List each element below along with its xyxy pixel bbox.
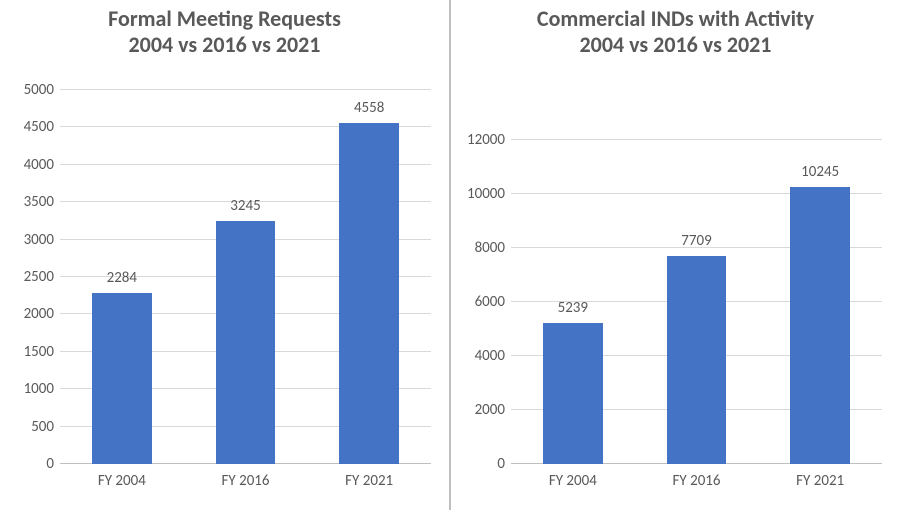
y-tick-label: 8000 <box>475 239 505 257</box>
y-tick-label: 4000 <box>24 156 54 174</box>
x-tick-label: FY 2021 <box>796 472 844 490</box>
y-tick-label: 1000 <box>24 380 54 398</box>
bar-value-label: 5239 <box>558 299 588 317</box>
bar-value-label: 7709 <box>681 232 711 250</box>
y-tick-label: 2000 <box>24 305 54 323</box>
left-chart-panel: Formal Meeting Requests 2004 vs 2016 vs … <box>0 0 449 510</box>
bar: 10245 <box>790 187 849 464</box>
bar: 5239 <box>543 323 602 464</box>
x-tick-label: FY 2004 <box>549 472 597 490</box>
bar-value-label: 3245 <box>230 197 260 215</box>
y-tick-label: 1500 <box>24 343 54 361</box>
x-tick-label: FY 2016 <box>221 472 269 490</box>
gridline <box>60 89 431 90</box>
left-chart-title: Formal Meeting Requests 2004 vs 2016 vs … <box>0 0 449 59</box>
x-tick-label: FY 2004 <box>98 472 146 490</box>
y-tick-label: 2500 <box>24 268 54 286</box>
right-plot-area: 0200040006000800010000120005239FY 200477… <box>511 140 882 464</box>
y-tick-label: 4500 <box>24 118 54 136</box>
x-tick-label: FY 2016 <box>672 472 720 490</box>
y-tick-label: 12000 <box>467 131 505 149</box>
bar-value-label: 4558 <box>354 99 384 117</box>
bar-value-label: 2284 <box>107 269 137 287</box>
bar: 4558 <box>339 123 398 464</box>
gridline <box>511 139 882 140</box>
y-tick-label: 0 <box>46 455 54 473</box>
y-tick-label: 3000 <box>24 231 54 249</box>
y-tick-label: 2000 <box>475 401 505 419</box>
bar: 7709 <box>667 256 726 464</box>
y-tick-label: 3500 <box>24 193 54 211</box>
left-plot-area: 0500100015002000250030003500400045005000… <box>60 90 431 464</box>
y-tick-label: 4000 <box>475 347 505 365</box>
x-tick-label: FY 2021 <box>345 472 393 490</box>
bar: 2284 <box>92 293 151 464</box>
bar: 3245 <box>216 221 275 464</box>
y-tick-label: 5000 <box>24 81 54 99</box>
right-chart-title: Commercial INDs with Activity 2004 vs 20… <box>451 0 900 59</box>
y-tick-label: 10000 <box>467 185 505 203</box>
right-chart-panel: Commercial INDs with Activity 2004 vs 20… <box>451 0 900 510</box>
y-tick-label: 500 <box>31 418 54 436</box>
bar-value-label: 10245 <box>801 163 839 181</box>
y-tick-label: 6000 <box>475 293 505 311</box>
y-tick-label: 0 <box>497 455 505 473</box>
